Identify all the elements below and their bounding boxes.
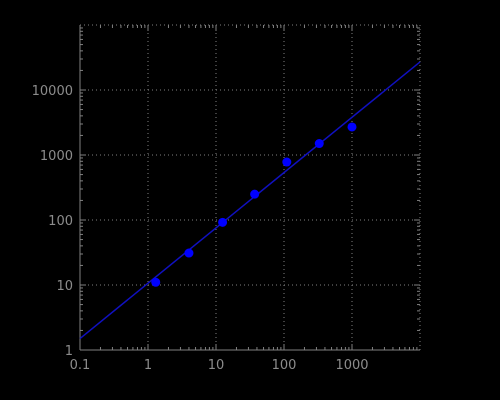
tick-marks — [79, 25, 420, 351]
fit-line — [79, 61, 421, 340]
y-tick-labels: 1 10 100 1000 10000 — [32, 84, 73, 359]
x-tick-label: 0.1 — [70, 358, 91, 373]
data-point — [250, 189, 260, 199]
x-tick-label: 1000 — [335, 358, 368, 373]
grid — [79, 24, 421, 351]
y-tick-label: 10000 — [32, 84, 73, 99]
x-tick-label: 10 — [208, 358, 225, 373]
data-point — [314, 139, 324, 149]
axes — [79, 25, 420, 351]
y-tick-label: 100 — [48, 214, 73, 229]
data-point — [184, 248, 194, 258]
data-point — [151, 277, 161, 287]
x-tick-labels: 0.1 1 10 100 1000 — [70, 358, 369, 373]
data-point — [218, 217, 228, 227]
y-tick-label: 1000 — [40, 149, 73, 164]
x-tick-label: 1 — [144, 358, 152, 373]
fit-line-layer — [79, 61, 421, 340]
y-tick-label: 1 — [65, 344, 73, 359]
data-point — [282, 157, 292, 167]
y-tick-label: 10 — [56, 279, 73, 294]
data-points — [151, 122, 357, 287]
x-tick-label: 100 — [272, 358, 297, 373]
data-point — [347, 122, 357, 132]
